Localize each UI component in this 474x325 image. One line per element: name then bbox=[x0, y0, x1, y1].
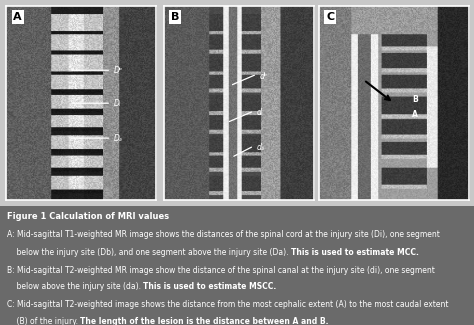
Text: This is used to estimate MSCC.: This is used to estimate MSCC. bbox=[144, 282, 277, 291]
Text: below above the injury site (da).: below above the injury site (da). bbox=[7, 282, 144, 291]
Text: C: C bbox=[326, 12, 334, 22]
Text: Mid-sagittal T2-weighted image shows the distance from the most cephalic extent : Mid-sagittal T2-weighted image shows the… bbox=[17, 300, 449, 309]
Text: below the injury site (Db), and one segment above the injury site (Da).: below the injury site (Db), and one segm… bbox=[7, 248, 291, 257]
Text: B: B bbox=[171, 12, 180, 22]
Text: A: A bbox=[412, 110, 418, 119]
Text: Dₐ: Dₐ bbox=[114, 134, 123, 143]
Text: (B) of the injury.: (B) of the injury. bbox=[7, 317, 81, 325]
Text: Dᵇ: Dᵇ bbox=[114, 66, 123, 75]
Text: A:: A: bbox=[7, 230, 17, 239]
Text: A: A bbox=[13, 12, 22, 22]
Text: Figure 1 Calculation of MRI values: Figure 1 Calculation of MRI values bbox=[7, 212, 169, 221]
Text: The length of the lesion is the distance between A and B.: The length of the lesion is the distance… bbox=[81, 317, 329, 325]
Text: Mid-sagittal T1-weighted MR image shows the distances of the spinal cord at the : Mid-sagittal T1-weighted MR image shows … bbox=[17, 230, 440, 239]
Text: Mid-sagittal T2-weighted MR image show the distance of the spinal canal at the i: Mid-sagittal T2-weighted MR image show t… bbox=[17, 266, 435, 275]
Text: Dᵢ: Dᵢ bbox=[114, 99, 121, 108]
Text: C:: C: bbox=[7, 300, 17, 309]
Text: dᵢ: dᵢ bbox=[257, 108, 263, 117]
Text: This is used to estimate MCC.: This is used to estimate MCC. bbox=[291, 248, 419, 257]
Text: B: B bbox=[412, 95, 418, 104]
Text: dᵇ: dᵇ bbox=[260, 72, 268, 81]
Text: B:: B: bbox=[7, 266, 17, 275]
Text: dₐ: dₐ bbox=[257, 143, 265, 152]
